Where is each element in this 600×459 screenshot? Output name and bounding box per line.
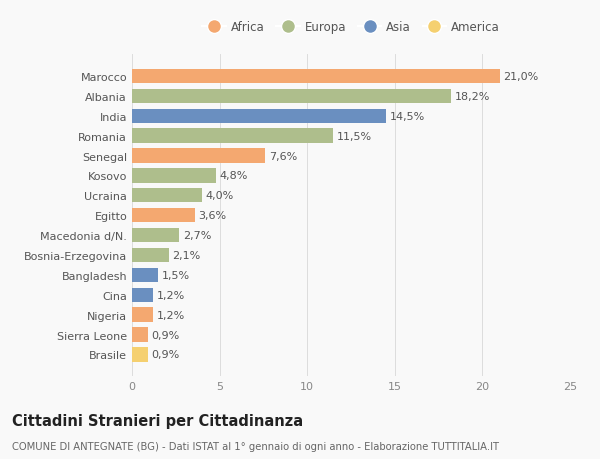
Text: 18,2%: 18,2% (454, 92, 490, 101)
Text: 1,2%: 1,2% (157, 310, 185, 320)
Text: 2,1%: 2,1% (172, 251, 200, 260)
Text: 4,8%: 4,8% (220, 171, 248, 181)
Text: 2,7%: 2,7% (183, 230, 211, 241)
Bar (132, 169, 216, 183)
Bar (132, 208, 195, 223)
Text: 1,5%: 1,5% (162, 270, 190, 280)
Legend: Africa, Europa, Asia, America: Africa, Europa, Asia, America (197, 16, 505, 39)
Text: 14,5%: 14,5% (389, 112, 425, 122)
Bar (132, 229, 179, 243)
Bar (132, 288, 153, 302)
Text: 21,0%: 21,0% (503, 72, 539, 82)
Bar (132, 129, 334, 144)
Bar (132, 308, 153, 322)
Text: 0,9%: 0,9% (151, 350, 179, 359)
Bar (132, 328, 148, 342)
Bar (132, 189, 202, 203)
Text: 0,9%: 0,9% (151, 330, 179, 340)
Bar (132, 268, 158, 282)
Text: 1,2%: 1,2% (157, 290, 185, 300)
Text: Cittadini Stranieri per Cittadinanza: Cittadini Stranieri per Cittadinanza (12, 413, 303, 428)
Text: 7,6%: 7,6% (269, 151, 297, 161)
Bar (132, 90, 451, 104)
Bar (132, 149, 265, 163)
Text: COMUNE DI ANTEGNATE (BG) - Dati ISTAT al 1° gennaio di ogni anno - Elaborazione : COMUNE DI ANTEGNATE (BG) - Dati ISTAT al… (12, 441, 499, 451)
Text: 4,0%: 4,0% (206, 191, 234, 201)
Bar (132, 347, 148, 362)
Bar (132, 248, 169, 263)
Bar (132, 70, 500, 84)
Text: 11,5%: 11,5% (337, 131, 372, 141)
Text: 3,6%: 3,6% (199, 211, 227, 221)
Bar (132, 109, 386, 123)
